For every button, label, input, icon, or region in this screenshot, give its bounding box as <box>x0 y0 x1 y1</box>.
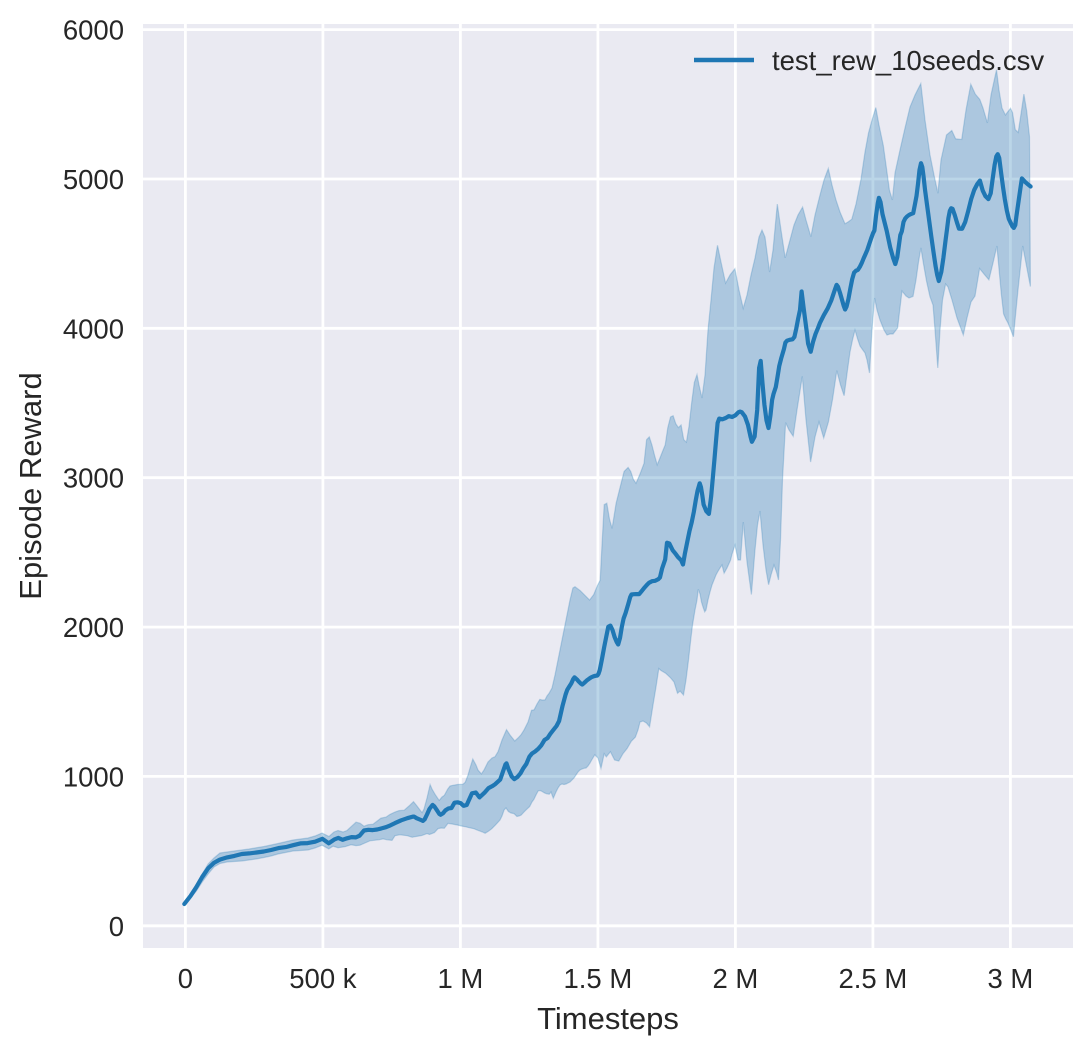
svg-text:Episode Reward: Episode Reward <box>13 372 48 599</box>
svg-text:1 M: 1 M <box>437 963 483 994</box>
svg-text:0: 0 <box>109 911 124 942</box>
svg-text:3 M: 3 M <box>987 963 1033 994</box>
svg-text:test_rew_10seeds.csv: test_rew_10seeds.csv <box>772 45 1044 76</box>
svg-text:1000: 1000 <box>63 761 124 792</box>
svg-text:1.5 M: 1.5 M <box>564 963 633 994</box>
svg-text:Timesteps: Timesteps <box>537 1001 679 1036</box>
svg-text:2.5 M: 2.5 M <box>839 963 908 994</box>
svg-text:500 k: 500 k <box>289 963 357 994</box>
svg-text:0: 0 <box>178 963 193 994</box>
svg-text:3000: 3000 <box>63 463 124 494</box>
svg-text:5000: 5000 <box>63 164 124 195</box>
svg-text:2 M: 2 M <box>712 963 758 994</box>
svg-text:6000: 6000 <box>63 15 124 46</box>
svg-text:2000: 2000 <box>63 612 124 643</box>
svg-text:4000: 4000 <box>63 313 124 344</box>
